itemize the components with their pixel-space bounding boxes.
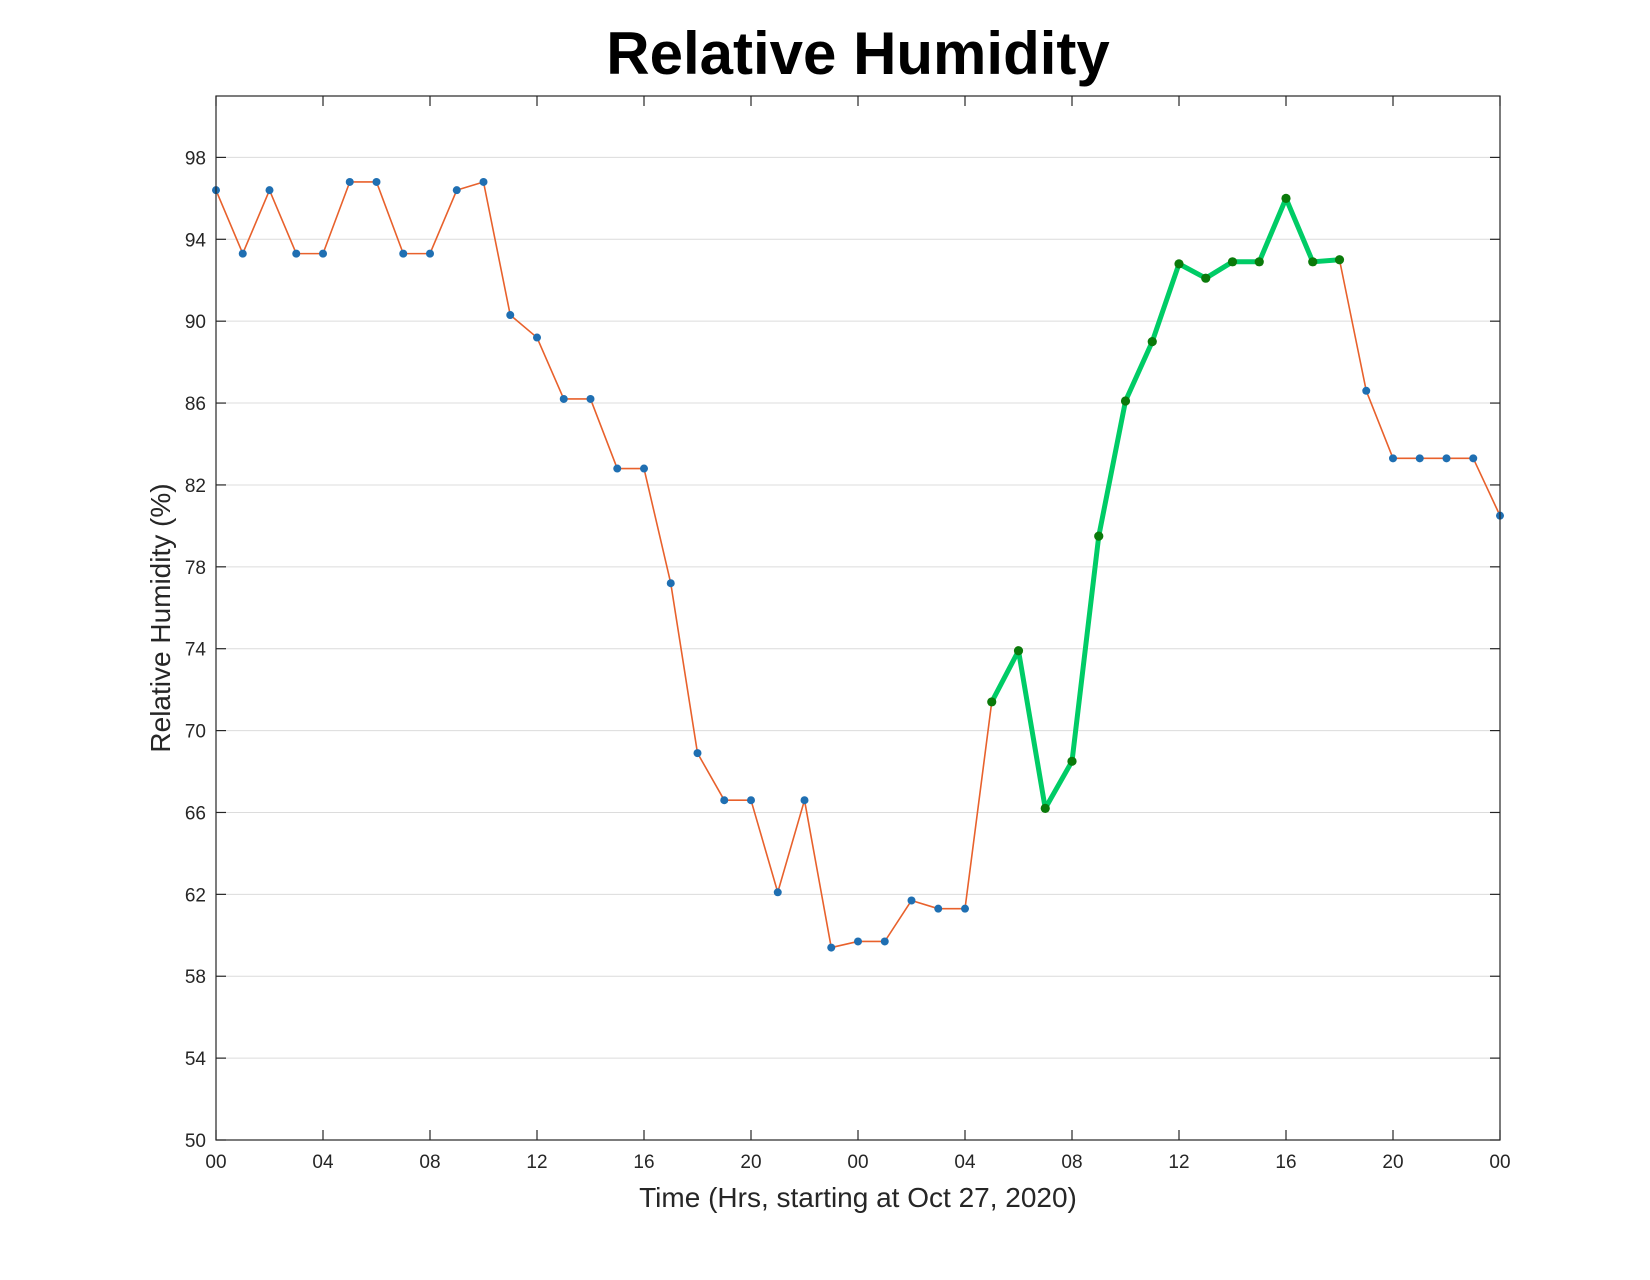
highlight-data-point bbox=[1067, 756, 1077, 766]
x-tick-label: 16 bbox=[1275, 1152, 1296, 1173]
humidity-data-point bbox=[720, 796, 729, 805]
highlight-data-point bbox=[1281, 193, 1291, 203]
humidity-data-point bbox=[372, 177, 381, 186]
x-tick-label: 00 bbox=[205, 1152, 226, 1173]
y-tick-label: 90 bbox=[185, 312, 206, 333]
humidity-data-point bbox=[854, 937, 862, 946]
grid-layer bbox=[216, 156, 1500, 1059]
humidity-data-point bbox=[426, 249, 434, 258]
humidity-data-point bbox=[934, 904, 943, 913]
y-tick-label: 98 bbox=[185, 148, 206, 169]
humidity-data-point bbox=[586, 394, 595, 403]
humidity-data-point bbox=[345, 177, 354, 186]
y-tick-label: 82 bbox=[185, 476, 206, 497]
series-layer bbox=[212, 177, 1504, 952]
highlight-data-point bbox=[1094, 531, 1104, 541]
humidity-data-point bbox=[238, 249, 247, 258]
humidity-data-point bbox=[747, 796, 755, 805]
y-tick-label: 66 bbox=[185, 803, 206, 824]
y-tick-label: 62 bbox=[185, 885, 206, 906]
humidity-data-point bbox=[452, 186, 461, 195]
humidity-data-point bbox=[265, 186, 274, 195]
y-tick-label: 74 bbox=[185, 640, 207, 661]
humidity-series-line bbox=[215, 181, 1501, 949]
x-tick-label: 16 bbox=[633, 1152, 654, 1173]
x-axis-label: Time (Hrs, starting at Oct 27, 2020) bbox=[639, 1182, 1077, 1213]
humidity-data-point bbox=[319, 249, 327, 258]
highlight-data-point bbox=[1040, 803, 1050, 813]
humidity-data-point bbox=[827, 943, 836, 952]
highlight-data-point bbox=[987, 697, 997, 707]
highlight-data-point bbox=[1201, 273, 1211, 283]
y-tick-label: 86 bbox=[185, 394, 206, 415]
x-tick-label: 12 bbox=[1168, 1152, 1189, 1173]
humidity-data-point bbox=[292, 249, 301, 258]
humidity-data-point bbox=[907, 896, 916, 905]
y-tick-label: 78 bbox=[185, 558, 206, 579]
y-tick-label: 54 bbox=[185, 1049, 207, 1070]
y-tick-label: 58 bbox=[185, 967, 206, 988]
highlight-data-point bbox=[1120, 396, 1131, 406]
y-tick-label: 94 bbox=[185, 230, 207, 251]
x-tick-label: 00 bbox=[1489, 1152, 1510, 1173]
x-tick-label: 08 bbox=[419, 1152, 440, 1173]
humidity-data-point bbox=[773, 888, 782, 897]
highlight-data-point bbox=[1227, 257, 1238, 267]
humidity-data-point bbox=[1362, 386, 1371, 395]
humidity-data-point bbox=[1469, 454, 1478, 463]
highlight-data-point bbox=[1013, 646, 1024, 656]
humidity-data-point bbox=[479, 177, 488, 186]
humidity-data-point bbox=[1415, 454, 1424, 463]
humidity-data-point bbox=[693, 749, 702, 758]
highlight-data-point bbox=[1174, 259, 1184, 269]
humidity-data-point bbox=[800, 796, 809, 805]
humidity-data-point bbox=[880, 937, 889, 946]
highlight-data-point bbox=[1334, 255, 1345, 265]
x-tick-label: 08 bbox=[1061, 1152, 1082, 1173]
humidity-data-point bbox=[961, 904, 969, 913]
y-axis-label: Relative Humidity (%) bbox=[145, 483, 176, 752]
humidity-data-point bbox=[666, 579, 675, 588]
highlight-data-point bbox=[1147, 337, 1157, 347]
humidity-data-point bbox=[613, 464, 622, 473]
chart-title: Relative Humidity bbox=[606, 20, 1110, 87]
humidity-data-point bbox=[399, 249, 408, 258]
x-tick-label: 00 bbox=[847, 1152, 868, 1173]
x-tick-label: 20 bbox=[740, 1152, 761, 1173]
x-tick-label: 20 bbox=[1382, 1152, 1403, 1173]
highlight-data-point bbox=[1308, 257, 1318, 267]
x-tick-label: 04 bbox=[954, 1152, 976, 1173]
humidity-data-point bbox=[506, 311, 515, 320]
x-tick-label: 12 bbox=[526, 1152, 547, 1173]
humidity-data-point bbox=[533, 333, 541, 342]
tick-layer: 50 54 58 62 66 70 74 78 82 86 90 94 98 00 04 08 12 16 20 00… bbox=[185, 96, 1511, 1173]
y-tick-label: 70 bbox=[185, 722, 206, 743]
humidity-data-point bbox=[1442, 454, 1451, 463]
humidity-data-point bbox=[640, 464, 648, 473]
humidity-data-point bbox=[1389, 454, 1397, 463]
highlight-series-line bbox=[989, 195, 1342, 811]
x-tick-label: 04 bbox=[312, 1152, 334, 1173]
humidity-data-point bbox=[559, 394, 568, 403]
highlight-data-point bbox=[1254, 257, 1264, 267]
y-tick-label: 50 bbox=[185, 1131, 206, 1152]
